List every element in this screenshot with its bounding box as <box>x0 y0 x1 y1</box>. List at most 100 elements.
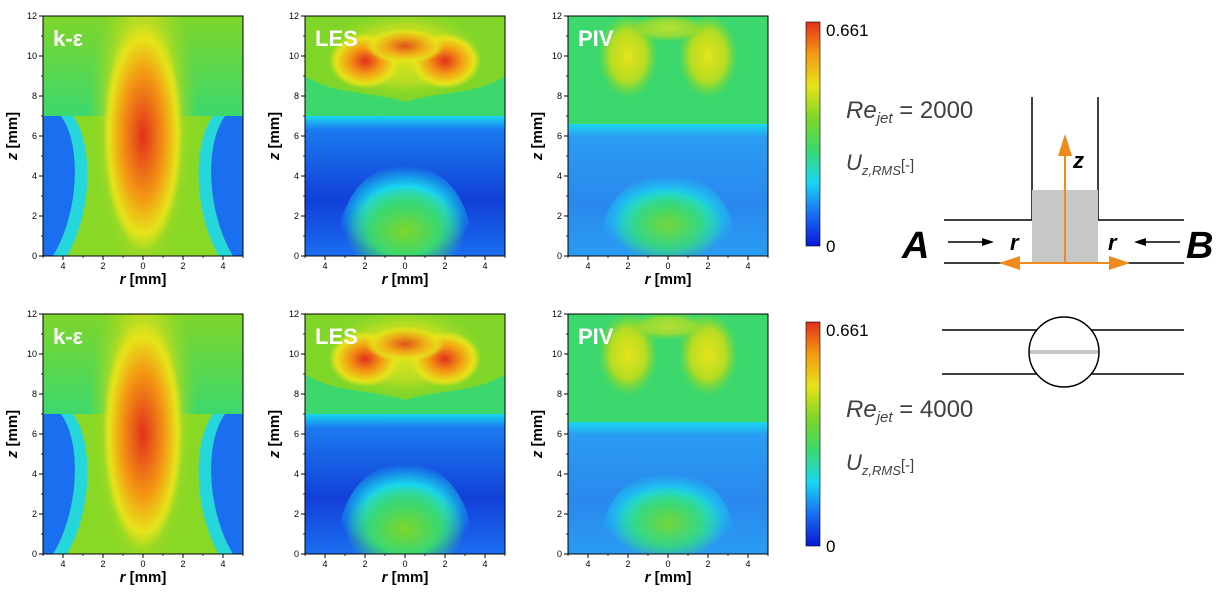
heatmap-lower-green <box>613 486 723 554</box>
x-tick-label: 2 <box>180 261 185 271</box>
r-right-label: r <box>1108 230 1118 255</box>
x-axis-label: r [mm] <box>645 271 692 288</box>
panel-axes: 4 2 0 2 4 0 2 4 6 8 10 12 r [mm] z [mm] <box>266 309 506 586</box>
panel-axes: 4 2 0 2 4 0 2 4 6 8 10 12 r [mm] z [mm] <box>4 11 244 288</box>
x-tick-label: 2 <box>442 559 447 569</box>
y-tick-label: 10 <box>552 51 562 61</box>
x-axis-label: r [mm] <box>120 569 167 586</box>
y-tick-label: 2 <box>557 211 562 221</box>
x-tick-label: 2 <box>625 559 630 569</box>
y-tick-label: 4 <box>294 469 299 479</box>
panel-title: PIV <box>578 26 614 51</box>
panel-axes: 4 2 0 2 4 0 2 4 6 8 10 12 r [mm] z [mm] <box>529 309 769 586</box>
y-axis-label: z [mm] <box>266 410 283 459</box>
panel-axes: 4 2 0 2 4 0 2 4 6 8 10 12 r [mm] z [mm] <box>266 11 506 288</box>
inlet-b-arrowhead <box>1134 238 1146 246</box>
x-axis-label: r [mm] <box>382 271 429 288</box>
z-axis-label: z <box>1072 148 1084 173</box>
y-tick-label: 8 <box>32 91 37 101</box>
x-axis-label: r [mm] <box>120 271 167 288</box>
heatmap-right-low-region <box>211 116 243 256</box>
colorbar-quantity-label: Uz,RMS[-] <box>846 450 914 478</box>
y-tick-label: 8 <box>557 91 562 101</box>
colorbar-2: 0.661 0 <box>805 321 869 556</box>
x-tick-label: 4 <box>482 261 487 271</box>
panel-title: PIV <box>578 324 614 349</box>
x-tick-label: 2 <box>625 261 630 271</box>
heatmap-panel-5: LES 4 2 0 2 4 0 2 4 6 8 10 12 r [mm] z [mm] <box>266 309 506 586</box>
heatmap-field <box>43 16 243 256</box>
y-tick-label: 10 <box>27 349 37 359</box>
y-tick-label: 8 <box>294 389 299 399</box>
heatmap-top-warm <box>628 314 708 340</box>
colorbar-max-label: 0.661 <box>826 21 869 40</box>
panel-title: k-ε <box>53 324 84 349</box>
heatmap-field <box>568 16 768 256</box>
y-tick-label: 10 <box>27 51 37 61</box>
heatmap-right-transition <box>198 116 233 256</box>
row-label-1: Rejet = 2000 Uz,RMS[-] <box>846 97 973 178</box>
heatmap-lower-green <box>345 484 465 554</box>
inlet-a-arrowhead <box>982 238 994 246</box>
x-tick-label: 2 <box>442 261 447 271</box>
y-tick-label: 10 <box>289 349 299 359</box>
y-tick-label: 6 <box>294 131 299 141</box>
x-tick-label: 4 <box>585 559 590 569</box>
heatmap-right-low-region <box>211 414 243 554</box>
y-tick-label: 6 <box>294 429 299 439</box>
heatmap-left-transition <box>53 414 88 554</box>
colorbar-min-label: 0 <box>826 537 835 556</box>
heatmap-top-hot <box>365 326 445 362</box>
y-tick-label: 6 <box>32 429 37 439</box>
y-tick-label: 4 <box>557 171 562 181</box>
y-tick-label: 6 <box>32 131 37 141</box>
heatmap-left-low-region <box>43 116 75 256</box>
colorbar-min-label: 0 <box>826 237 835 256</box>
colorbar-gradient-bar <box>805 21 821 247</box>
y-tick-label: 4 <box>557 469 562 479</box>
heatmap-panel-2: LES 4 2 0 2 4 0 2 4 6 8 10 12 r [mm] z [mm] <box>266 11 506 288</box>
reynolds-label: Rejet = 2000 <box>846 97 973 127</box>
y-tick-label: 0 <box>294 549 299 559</box>
y-axis-label: z [mm] <box>4 112 21 161</box>
panel-title: k-ε <box>53 26 84 51</box>
colorbar-gradient-bar <box>805 321 821 547</box>
r-left-arrowhead <box>999 256 1020 270</box>
panel-axes: 4 2 0 2 4 0 2 4 6 8 10 12 r [mm] z [mm] <box>4 309 244 586</box>
x-tick-label: 0 <box>140 261 145 271</box>
heatmap-lower-green <box>613 188 723 256</box>
heatmap-hot-core <box>103 21 183 251</box>
y-tick-label: 12 <box>552 309 562 319</box>
x-tick-label: 4 <box>60 261 65 271</box>
y-axis-label: z [mm] <box>529 410 546 459</box>
heatmap-field <box>305 314 505 554</box>
y-tick-label: 0 <box>32 251 37 261</box>
y-tick-label: 10 <box>289 51 299 61</box>
y-tick-label: 6 <box>557 131 562 141</box>
heatmap-field <box>305 16 505 256</box>
row-label-2: Rejet = 4000 Uz,RMS[-] <box>846 396 973 478</box>
y-axis-label: z [mm] <box>529 112 546 161</box>
heatmap-lower-green <box>345 186 465 256</box>
y-tick-label: 8 <box>557 389 562 399</box>
x-tick-label: 4 <box>322 559 327 569</box>
x-tick-label: 4 <box>482 559 487 569</box>
z-axis-arrowhead <box>1058 134 1072 156</box>
colorbars-group: 0.661 0 0.661 0 <box>805 21 869 556</box>
r-left-label: r <box>1010 230 1020 255</box>
x-tick-label: 0 <box>402 261 407 271</box>
y-tick-label: 12 <box>289 11 299 21</box>
x-tick-label: 4 <box>60 559 65 569</box>
y-tick-label: 12 <box>552 11 562 21</box>
x-tick-label: 0 <box>140 559 145 569</box>
x-tick-label: 4 <box>220 261 225 271</box>
heatmap-left-low-region <box>43 414 75 554</box>
y-tick-label: 12 <box>27 309 37 319</box>
x-tick-label: 2 <box>362 261 367 271</box>
heatmap-top-hot <box>365 28 445 64</box>
colorbar-1: 0.661 0 <box>805 21 869 256</box>
heatmap-field <box>568 314 768 554</box>
x-tick-label: 4 <box>322 261 327 271</box>
colorbar-quantity-label: Uz,RMS[-] <box>846 150 914 178</box>
